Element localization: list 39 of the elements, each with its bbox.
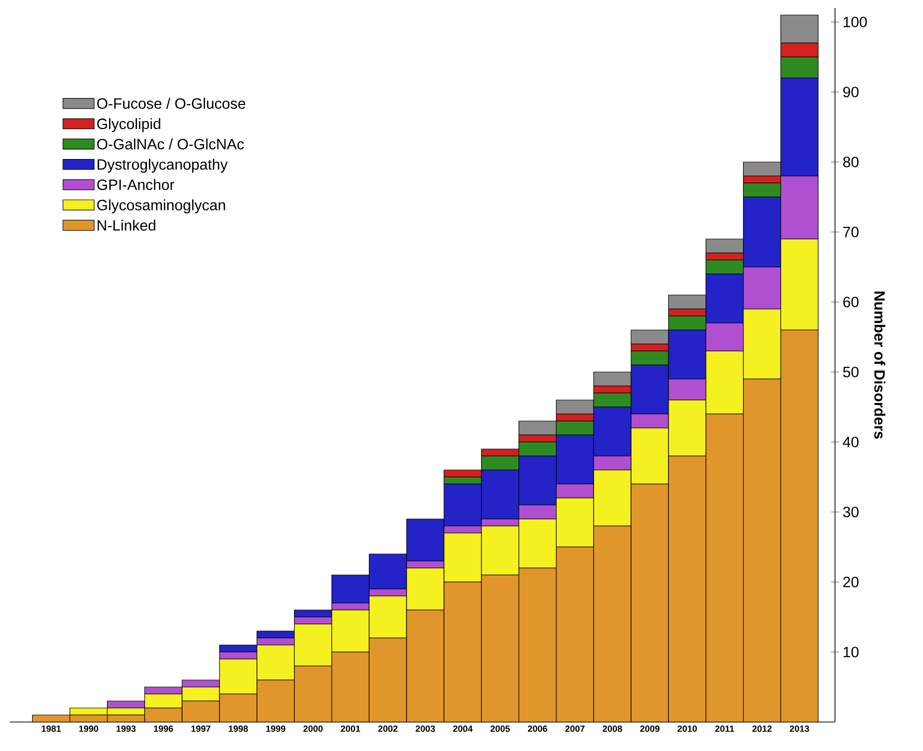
y-tick-label: 60	[843, 296, 859, 308]
legend-label: GPI-Anchor	[97, 179, 174, 190]
x-tick-label: 2013	[790, 726, 810, 732]
x-tick-label: 1996	[154, 726, 174, 732]
legend-label: Glycolipid	[97, 118, 160, 132]
y-tick-label: 50	[843, 366, 859, 378]
x-tick-label: 2010	[678, 726, 697, 732]
legend-label: O-GalNAc / O-GlcNAc	[97, 138, 244, 150]
y-tick-label: 40	[842, 436, 859, 448]
legend-label: N-Linked	[98, 220, 156, 231]
x-tick-label: 1999	[266, 726, 286, 732]
x-tick-label: 2008	[602, 726, 622, 732]
x-tick-label: 1981	[42, 726, 61, 732]
x-tick-label: 2012	[752, 726, 772, 732]
x-tick-label: 2001	[340, 726, 360, 732]
x-tick-label: 2007	[565, 726, 585, 732]
x-tick-label: 1990	[79, 726, 98, 732]
x-tick-label: 1993	[116, 726, 136, 732]
y-tick-label: 30	[843, 506, 859, 518]
y-tick-label: 20	[843, 576, 859, 588]
x-tick-label: 2004	[453, 726, 473, 732]
y-axis-title: Number of Disorders	[874, 292, 886, 439]
y-tick-label: 10	[844, 646, 859, 658]
y-tick-label: 90	[843, 86, 859, 98]
legend-label: Dystroglycanopathy	[98, 158, 228, 173]
y-tick-label: 100	[844, 16, 867, 28]
x-tick-label: 2006	[528, 726, 548, 732]
x-tick-label: 2009	[640, 726, 660, 732]
x-tick-label: 2011	[715, 726, 734, 732]
x-tick-label: 2000	[303, 726, 323, 732]
x-tick-label: 2005	[490, 726, 510, 732]
legend-label: O-Fucose / O-Glucose	[97, 98, 246, 109]
x-tick-label: 2002	[378, 726, 398, 732]
y-tick-label: 70	[843, 226, 859, 238]
x-tick-label: 1997	[191, 726, 210, 732]
x-tick-label: 2003	[416, 726, 435, 732]
x-tick-label: 1998	[228, 726, 248, 732]
legend-label: Glycosaminoglycan	[97, 199, 226, 214]
y-tick-label: 80	[843, 156, 859, 168]
